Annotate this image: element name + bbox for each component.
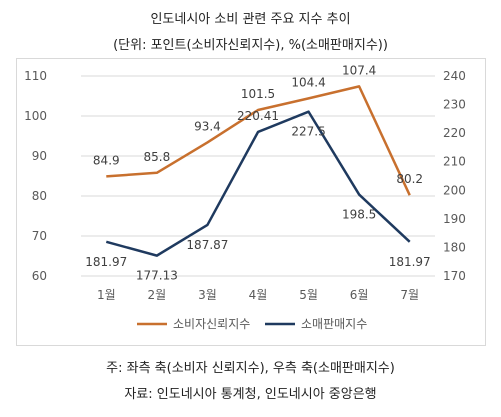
- data-label-consumer: 84.9: [93, 153, 120, 167]
- chart-subtitle: (단위: 포인트(소비자신뢰지수), %(소매판매지수)): [113, 38, 388, 53]
- x-tick-label: 4월: [249, 288, 268, 302]
- y-right-tick-label: 220: [443, 126, 466, 140]
- data-label-consumer: 101.5: [241, 87, 275, 101]
- data-label-consumer: 107.4: [342, 63, 376, 77]
- x-tick-label: 5월: [299, 288, 318, 302]
- y-left-tick-label: 70: [32, 229, 47, 243]
- data-label-retail: 181.97: [85, 255, 127, 269]
- data-label-retail: 220.41: [237, 109, 279, 123]
- data-label-consumer: 85.8: [143, 150, 170, 164]
- x-tick-label: 3월: [198, 288, 217, 302]
- y-right-tick-label: 210: [443, 155, 466, 169]
- source-note: 자료: 인도네시아 통계청, 인도네시아 중앙은행: [124, 387, 377, 402]
- data-label-retail: 181.97: [389, 255, 431, 269]
- y-right-tick-label: 170: [443, 269, 466, 283]
- data-label-retail: 187.87: [186, 238, 228, 252]
- y-right-tick-label: 200: [443, 183, 466, 197]
- data-label-consumer: 93.4: [194, 119, 221, 133]
- chart-title: 인도네시아 소비 관련 주요 지수 추이: [150, 12, 351, 27]
- legend-label-retail: 소매판매지수: [301, 317, 367, 331]
- y-left-tick-label: 100: [24, 109, 47, 123]
- legend-label-consumer: 소비자신뢰지수: [173, 317, 250, 331]
- y-left-tick-label: 110: [24, 69, 47, 83]
- series-line-consumer-confidence: [106, 85, 411, 196]
- x-tick-label: 6월: [350, 288, 369, 302]
- y-left-tick-label: 90: [32, 149, 47, 163]
- y-right-tick-label: 230: [443, 98, 466, 112]
- data-label-retail: 227.5: [291, 125, 325, 139]
- data-label-consumer: 104.4: [291, 75, 325, 89]
- y-left-tick-label: 80: [32, 189, 47, 203]
- x-tick-label: 2월: [148, 288, 167, 302]
- chart-frame: 110 100 90 80 70 60 240 230 220 210 200 190 180 170 1월…: [16, 58, 486, 346]
- line-chart: 110 100 90 80 70 60 240 230 220 210 200 190 180 170 1월…: [24, 63, 466, 331]
- y-left-tick-label: 60: [32, 269, 47, 283]
- y-right-tick-label: 190: [443, 212, 466, 226]
- data-label-retail: 177.13: [136, 269, 178, 283]
- data-label-consumer: 80.2: [396, 172, 423, 186]
- y-right-tick-label: 240: [443, 69, 466, 83]
- x-tick-label: 7월: [400, 288, 419, 302]
- data-label-retail: 198.5: [342, 208, 376, 222]
- series-line-retail-sales: [105, 110, 411, 257]
- y-right-tick-label: 180: [443, 240, 466, 254]
- x-tick-label: 1월: [97, 288, 116, 302]
- axis-note: 주: 좌측 축(소비자 신뢰지수), 우측 축(소매판매지수): [106, 361, 395, 376]
